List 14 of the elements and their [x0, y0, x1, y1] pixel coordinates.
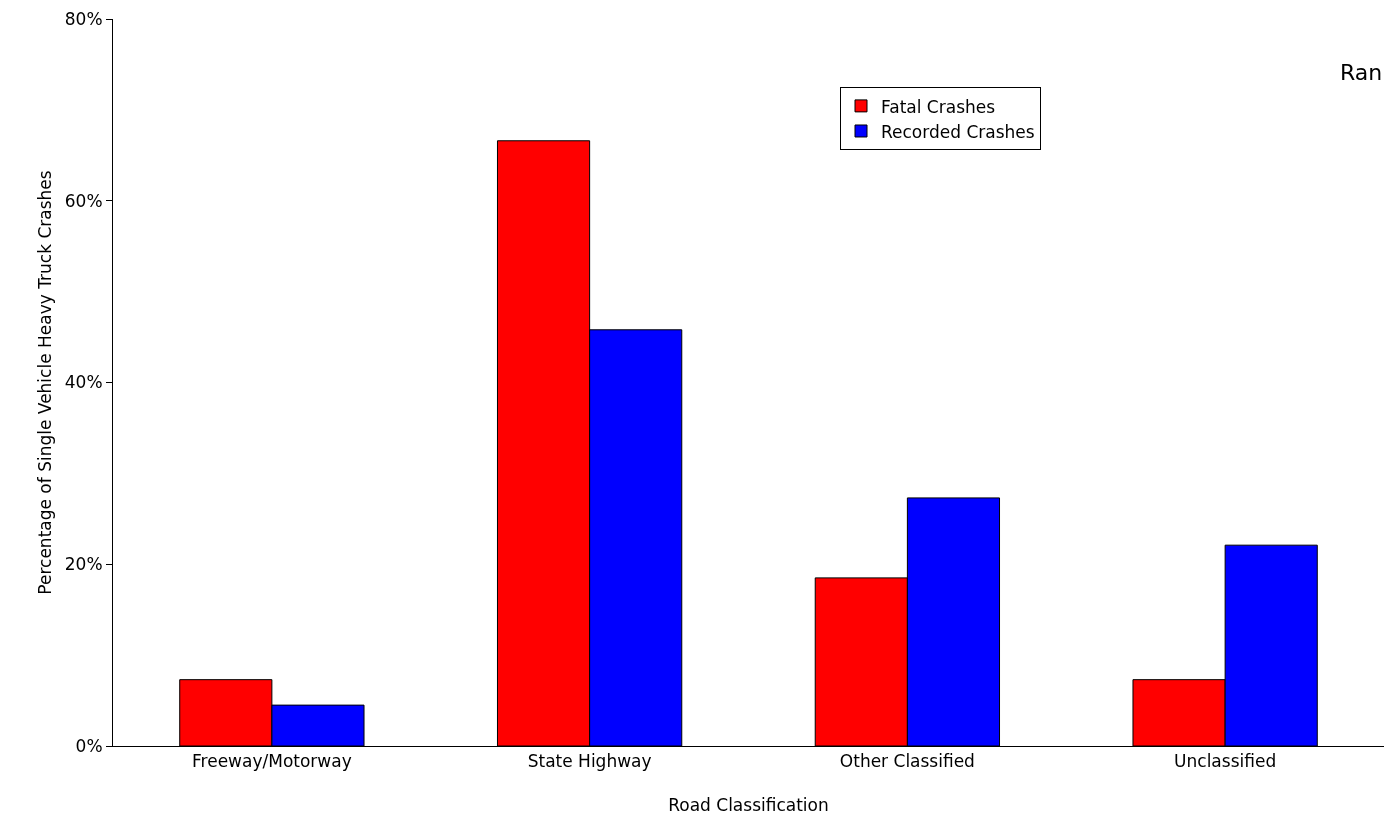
x-tick-label: State Highway	[527, 751, 652, 772]
x-tick-label: Other Classified	[839, 751, 975, 772]
y-tick-label: 60%	[64, 190, 103, 211]
y-tick-label: 0%	[75, 735, 103, 756]
x-tick-label: Unclassified	[1174, 751, 1277, 772]
legend-label: Recorded Crashes	[881, 121, 1035, 142]
annotation: Ran	[1340, 60, 1383, 85]
x-tick-label: Freeway/Motorway	[192, 751, 352, 772]
legend-label: Fatal Crashes	[881, 96, 996, 117]
y-tick-label: 40%	[64, 372, 103, 393]
x-axis-title: Road Classification	[668, 794, 829, 815]
y-tick-label: 20%	[64, 554, 103, 575]
y-tick-label: 80%	[64, 8, 103, 29]
y-axis-title: Percentage of Single Vehicle Heavy Truck Crashes	[35, 170, 56, 595]
